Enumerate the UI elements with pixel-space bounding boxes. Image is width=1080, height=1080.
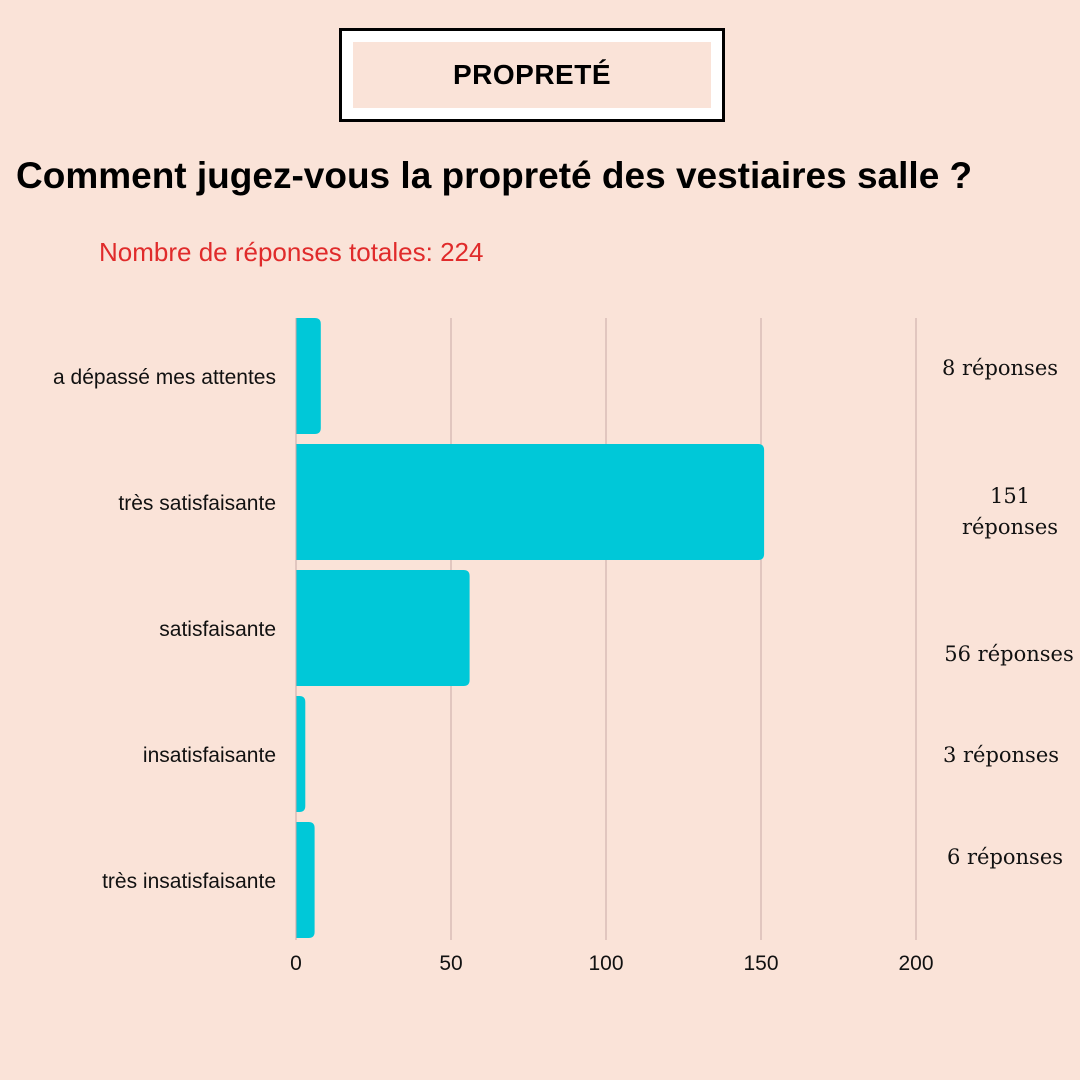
value-label: 151	[990, 484, 1030, 508]
x-tick-label: 200	[898, 952, 933, 975]
question-title: Comment jugez-vous la propreté des vesti…	[16, 155, 973, 196]
value-label: 56 réponses	[944, 642, 1073, 666]
value-label: réponses	[962, 515, 1058, 539]
bar	[296, 696, 306, 812]
value-label: 6 réponses	[947, 845, 1063, 869]
total-responses: Nombre de réponses totales: 224	[99, 237, 484, 267]
value-label: 8 réponses	[942, 356, 1058, 380]
category-label: insatisfaisante	[143, 744, 276, 767]
category-label: a dépassé mes attentes	[53, 366, 276, 389]
bar	[296, 318, 321, 434]
bar	[296, 822, 315, 938]
category-label: satisfaisante	[159, 618, 276, 641]
badge-label: PROPRETÉ	[452, 59, 612, 90]
bar	[296, 570, 470, 686]
x-tick-label: 50	[439, 952, 462, 975]
bar	[296, 444, 765, 560]
x-tick-label: 150	[743, 952, 778, 975]
category-label: très insatisfaisante	[102, 870, 276, 893]
x-tick-label: 0	[290, 952, 302, 975]
x-tick-label: 100	[588, 952, 623, 975]
title-badge-inner: PROPRETÉ	[353, 42, 711, 108]
value-label: 3 réponses	[943, 743, 1059, 767]
category-label: très satisfaisante	[118, 492, 276, 515]
title-badge: PROPRETÉ	[339, 28, 725, 122]
